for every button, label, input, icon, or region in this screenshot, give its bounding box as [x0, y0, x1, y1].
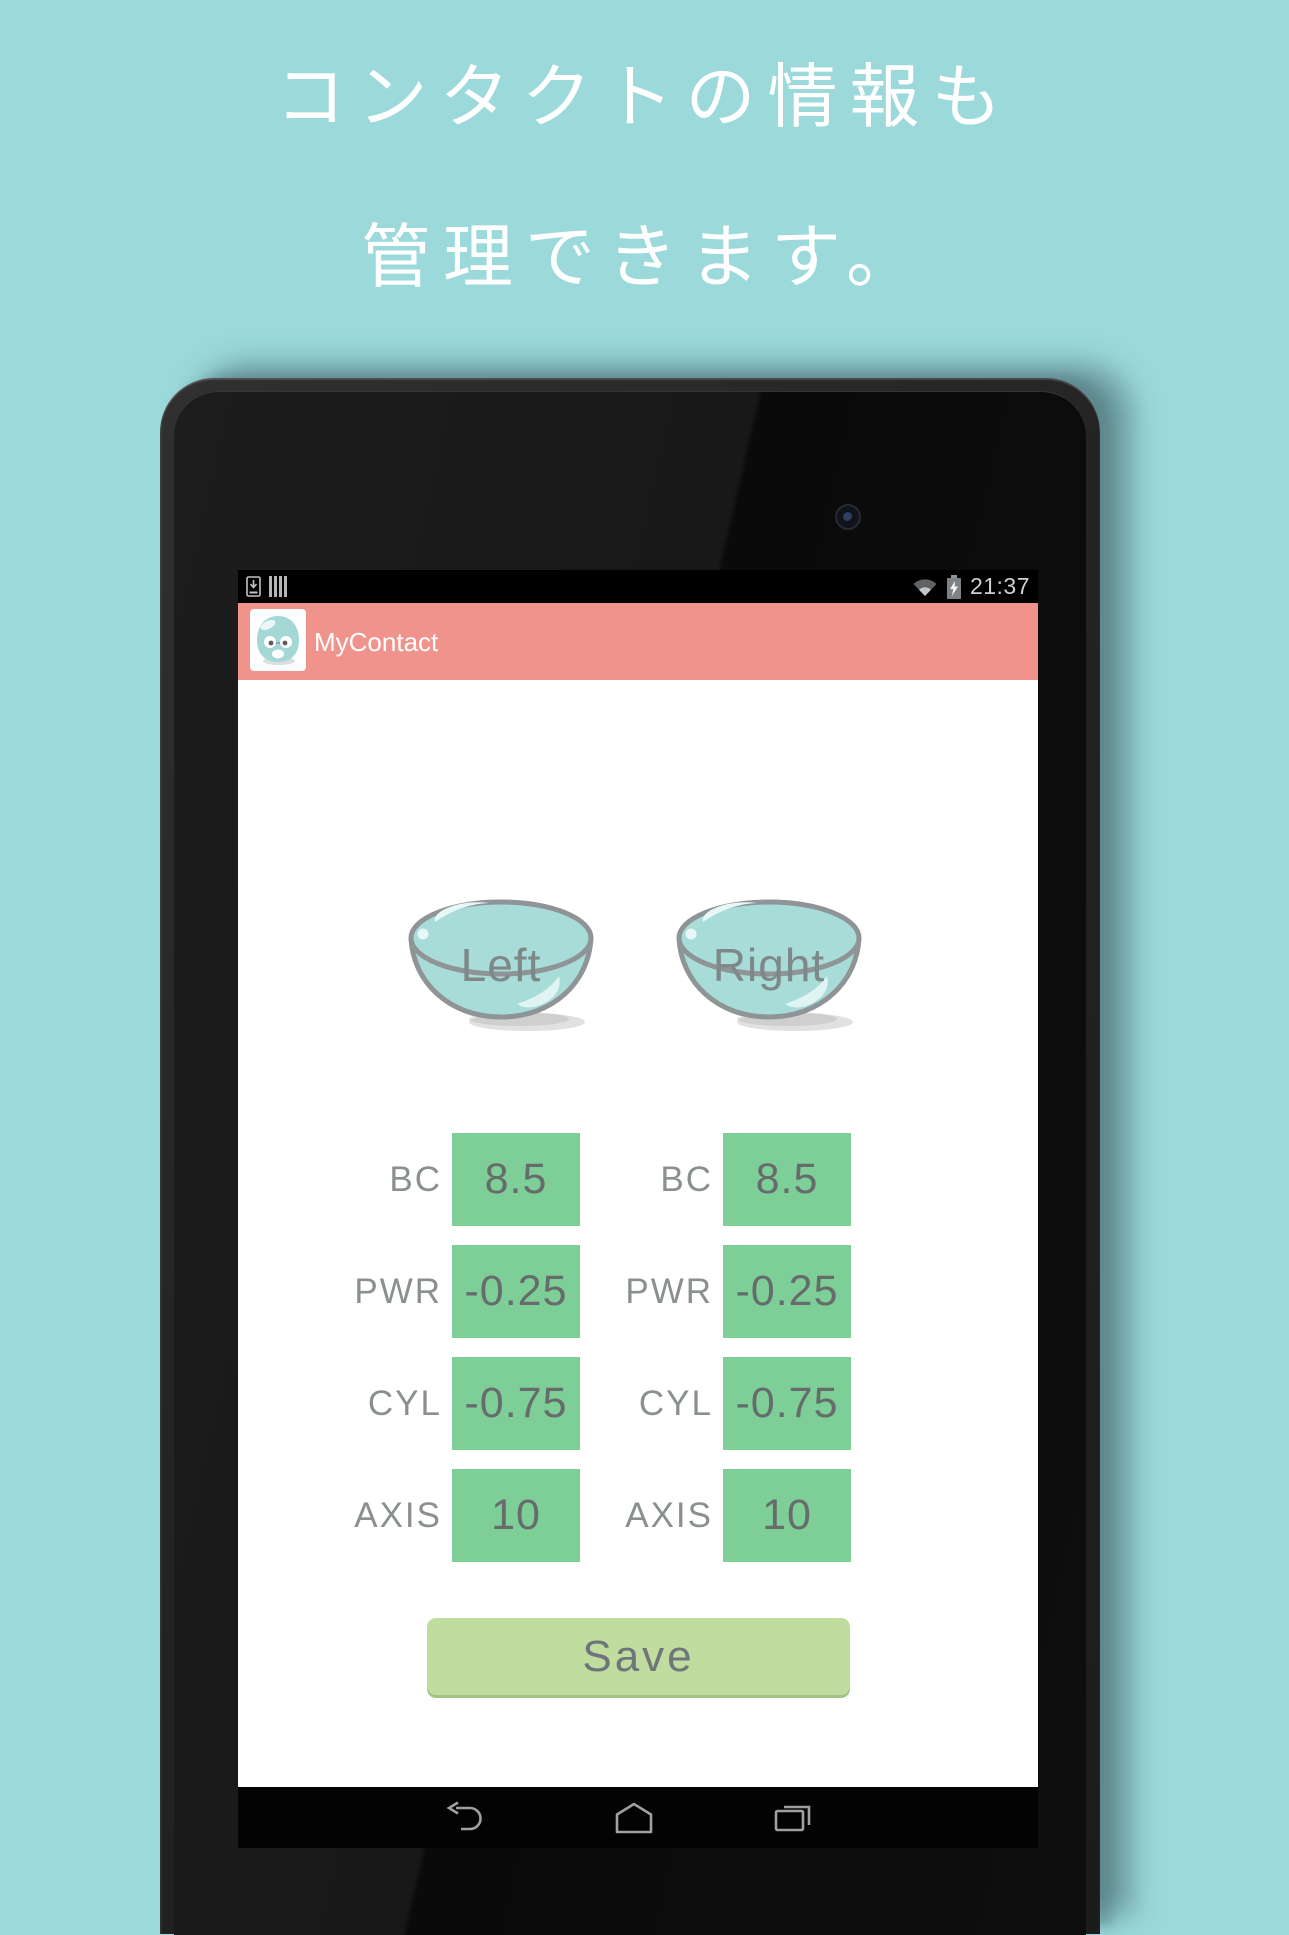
device-screen: 21:37 〈 MyContact — [234, 570, 1038, 1848]
app-bar: 〈 MyContact — [234, 603, 1038, 680]
contact-lens-left-icon — [408, 899, 594, 1031]
field-input-left-pwr[interactable]: -0.25 — [452, 1245, 580, 1338]
lens-right[interactable]: Right — [669, 890, 869, 1038]
main-content: Left Right BC 8.5 PWR -0.25 CYL -0.75 AX… — [238, 680, 1038, 1787]
navigation-bar — [238, 1787, 1038, 1848]
signal-bars-icon — [269, 576, 287, 597]
field-label-left-axis: AXIS — [354, 1496, 442, 1535]
lens-left[interactable]: Left — [401, 890, 601, 1038]
field-input-left-cyl[interactable]: -0.75 — [452, 1357, 580, 1450]
app-logo-icon[interactable] — [250, 609, 306, 671]
battery-charging-icon — [946, 574, 961, 599]
front-camera-lens — [843, 512, 853, 522]
clock: 21:37 — [969, 573, 1030, 599]
field-input-left-axis[interactable]: 10 — [452, 1469, 580, 1562]
lens-left-label: Left — [460, 939, 542, 991]
recents-icon[interactable] — [771, 1801, 815, 1835]
field-input-right-cyl[interactable]: -0.75 — [723, 1357, 851, 1450]
field-label-right-axis: AXIS — [625, 1496, 713, 1535]
hero-title-line1: コンタクトの情報も — [275, 58, 1014, 136]
home-icon[interactable] — [612, 1801, 656, 1835]
field-label-left-pwr: PWR — [354, 1272, 442, 1311]
field-input-left-bc[interactable]: 8.5 — [452, 1133, 580, 1226]
contact-lens-right-icon — [676, 899, 862, 1031]
save-button[interactable]: Save — [427, 1618, 850, 1695]
wifi-icon — [913, 578, 937, 596]
back-icon[interactable] — [442, 1801, 486, 1835]
download-icon — [246, 576, 261, 597]
field-input-right-pwr[interactable]: -0.25 — [723, 1245, 851, 1338]
field-label-left-cyl: CYL — [367, 1384, 442, 1423]
field-label-right-bc: BC — [660, 1160, 713, 1199]
field-input-right-bc[interactable]: 8.5 — [723, 1133, 851, 1226]
field-label-right-pwr: PWR — [625, 1272, 713, 1311]
app-title: MyContact — [314, 627, 439, 657]
field-input-right-axis[interactable]: 10 — [723, 1469, 851, 1562]
lens-right-label: Right — [712, 939, 826, 991]
status-bar: 21:37 — [238, 570, 1038, 603]
field-label-left-bc: BC — [389, 1160, 442, 1199]
field-label-right-cyl: CYL — [638, 1384, 713, 1423]
hero-title-line2: 管理できます。 — [361, 218, 928, 296]
